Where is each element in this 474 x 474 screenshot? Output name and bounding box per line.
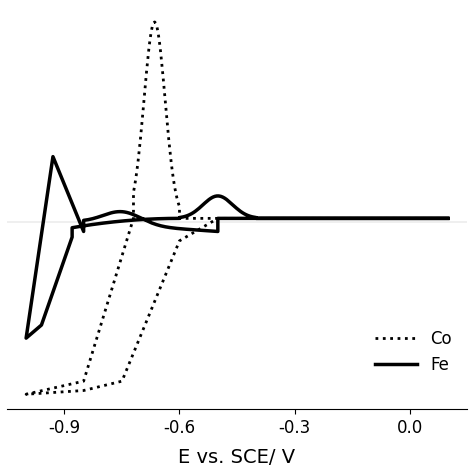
X-axis label: E vs. SCE/ V: E vs. SCE/ V: [178, 448, 296, 467]
Legend: Co, Fe: Co, Fe: [369, 323, 459, 381]
